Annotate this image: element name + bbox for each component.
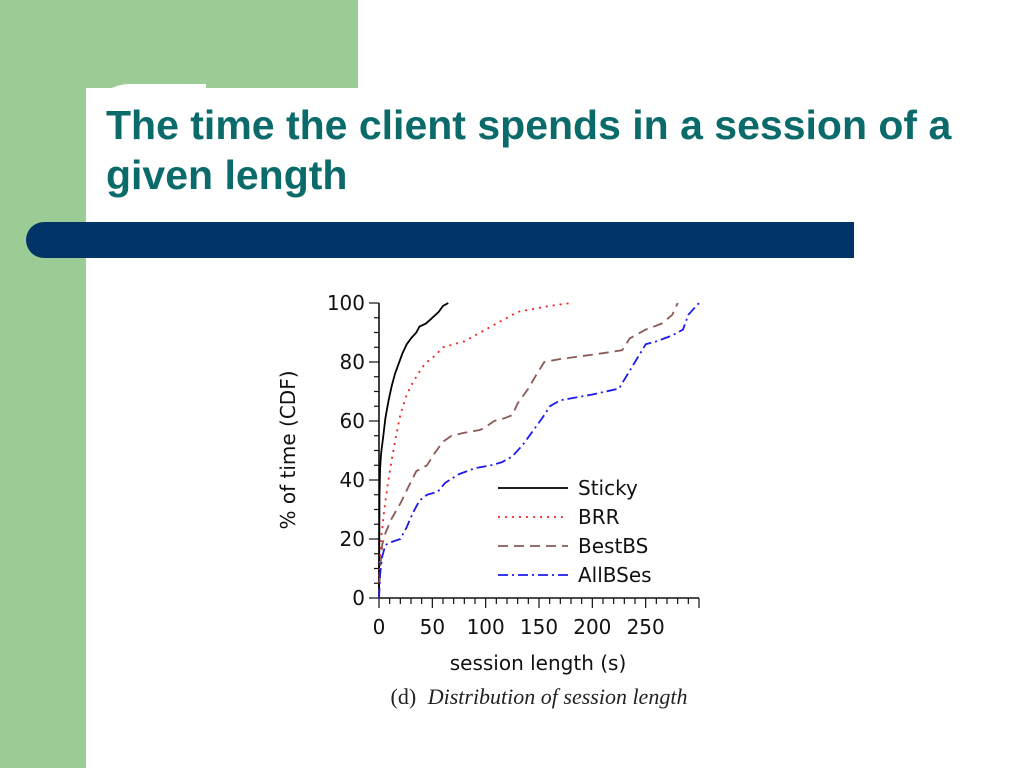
axes: 0 20 40 60 80 100 0 50 100 150 200 250 [327,291,700,639]
x-axis-label: session length (s) [450,651,627,675]
x-tick-label: 150 [520,615,558,639]
legend-label-brr: BRR [578,505,620,529]
y-tick-label: 40 [340,468,365,492]
x-tick-label: 100 [467,615,505,639]
x-tick-label: 50 [420,615,445,639]
title-underline-cap [26,222,86,258]
green-accent-side [0,88,86,768]
figure-caption: (d) Distribution of session length [391,684,688,709]
title-underline-bar [86,222,854,258]
series-line-sticky [378,302,449,599]
series-line-allbses [378,302,700,599]
y-axis-label: % of time (CDF) [276,370,300,529]
y-tick-label: 60 [340,409,365,433]
legend-label-sticky: Sticky [578,476,638,500]
y-tick-label: 20 [340,527,365,551]
y-tick-label: 100 [327,291,365,315]
series-layer [378,302,700,599]
x-tick-label: 200 [573,615,611,639]
x-tick-label: 0 [373,615,386,639]
series-line-bestbs [378,302,679,599]
legend-label-allbses: AllBSes [578,563,652,587]
green-accent-top [0,0,358,88]
slide-corner [86,84,206,204]
legend-label-bestbs: BestBS [578,534,648,558]
series-line-brr [378,302,572,599]
y-tick-label: 80 [340,350,365,374]
slide-title: The time the client spends in a session … [106,102,952,198]
y-tick-label: 0 [352,586,365,610]
caption-prefix: (d) [391,684,417,709]
caption-text: Distribution of session length [427,684,688,709]
x-tick-label: 250 [627,615,665,639]
cdf-chart: 0 20 40 60 80 100 0 50 100 150 200 250 Sticky BRR Bes… [276,291,700,709]
legend: Sticky BRR BestBS AllBSes [498,476,652,587]
